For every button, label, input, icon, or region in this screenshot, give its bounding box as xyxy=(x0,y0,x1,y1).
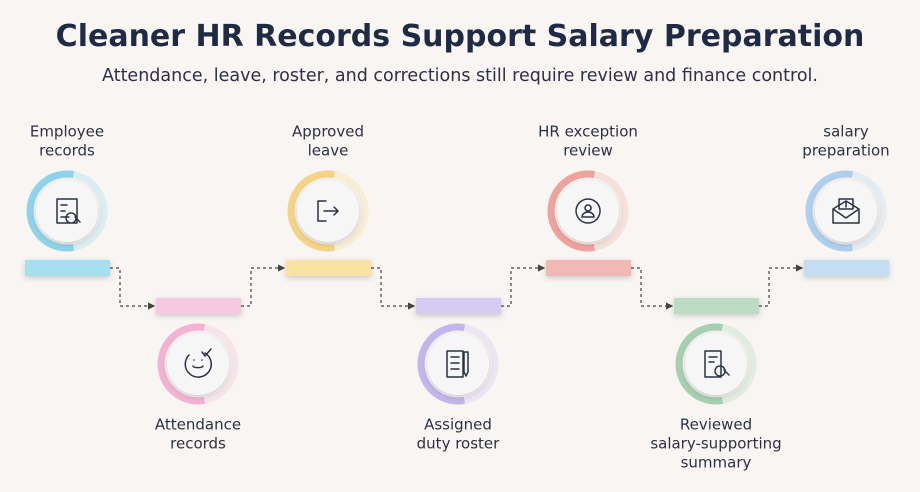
icon-disc xyxy=(685,333,747,395)
step-bar xyxy=(25,260,110,276)
icon-ring-arc xyxy=(287,170,336,252)
step-label: Attendance xyxy=(155,416,241,434)
flow: EmployeerecordsAttendancerecordsApproved… xyxy=(25,123,890,472)
step-label: review xyxy=(563,142,613,160)
step-label: records xyxy=(39,142,95,160)
icon-disc xyxy=(36,180,98,242)
step-label: summary xyxy=(681,454,752,472)
title: Cleaner HR Records Support Salary Prepar… xyxy=(56,19,865,54)
step-bar xyxy=(546,260,631,276)
icon-ring-arc xyxy=(157,323,206,405)
step-bar xyxy=(156,298,241,314)
step-label: salary xyxy=(823,123,869,141)
icon-ring-arc xyxy=(675,323,724,405)
step-bar xyxy=(804,260,889,276)
icon xyxy=(832,198,860,224)
icon xyxy=(704,350,730,378)
step-bar xyxy=(674,298,759,314)
icon-disc xyxy=(427,333,489,395)
icon-ring-arc xyxy=(547,170,596,252)
icon-ring-arc xyxy=(417,323,466,405)
icon-disc xyxy=(167,333,229,395)
step-label: Approved xyxy=(292,123,364,141)
icon xyxy=(575,198,601,224)
icon-disc xyxy=(815,180,877,242)
step-label: Assigned xyxy=(424,416,492,434)
icon xyxy=(56,198,81,224)
icon-ring-arc xyxy=(805,170,854,252)
step-label: Employee xyxy=(30,123,104,141)
step-bar xyxy=(286,260,371,276)
step-label: leave xyxy=(308,142,349,160)
step-label: Reviewed xyxy=(680,416,752,434)
step-bar xyxy=(416,298,501,314)
step-label: records xyxy=(170,435,226,453)
icon xyxy=(184,348,212,378)
icon xyxy=(317,200,339,222)
icon xyxy=(446,350,469,378)
step-label: salary-supporting xyxy=(650,435,781,453)
step-label: preparation xyxy=(802,142,889,160)
step-label: HR exception xyxy=(538,123,638,141)
step-label: duty roster xyxy=(417,435,500,453)
icon-ring-arc xyxy=(26,170,75,252)
subtitle: Attendance, leave, roster, and correctio… xyxy=(102,66,818,86)
